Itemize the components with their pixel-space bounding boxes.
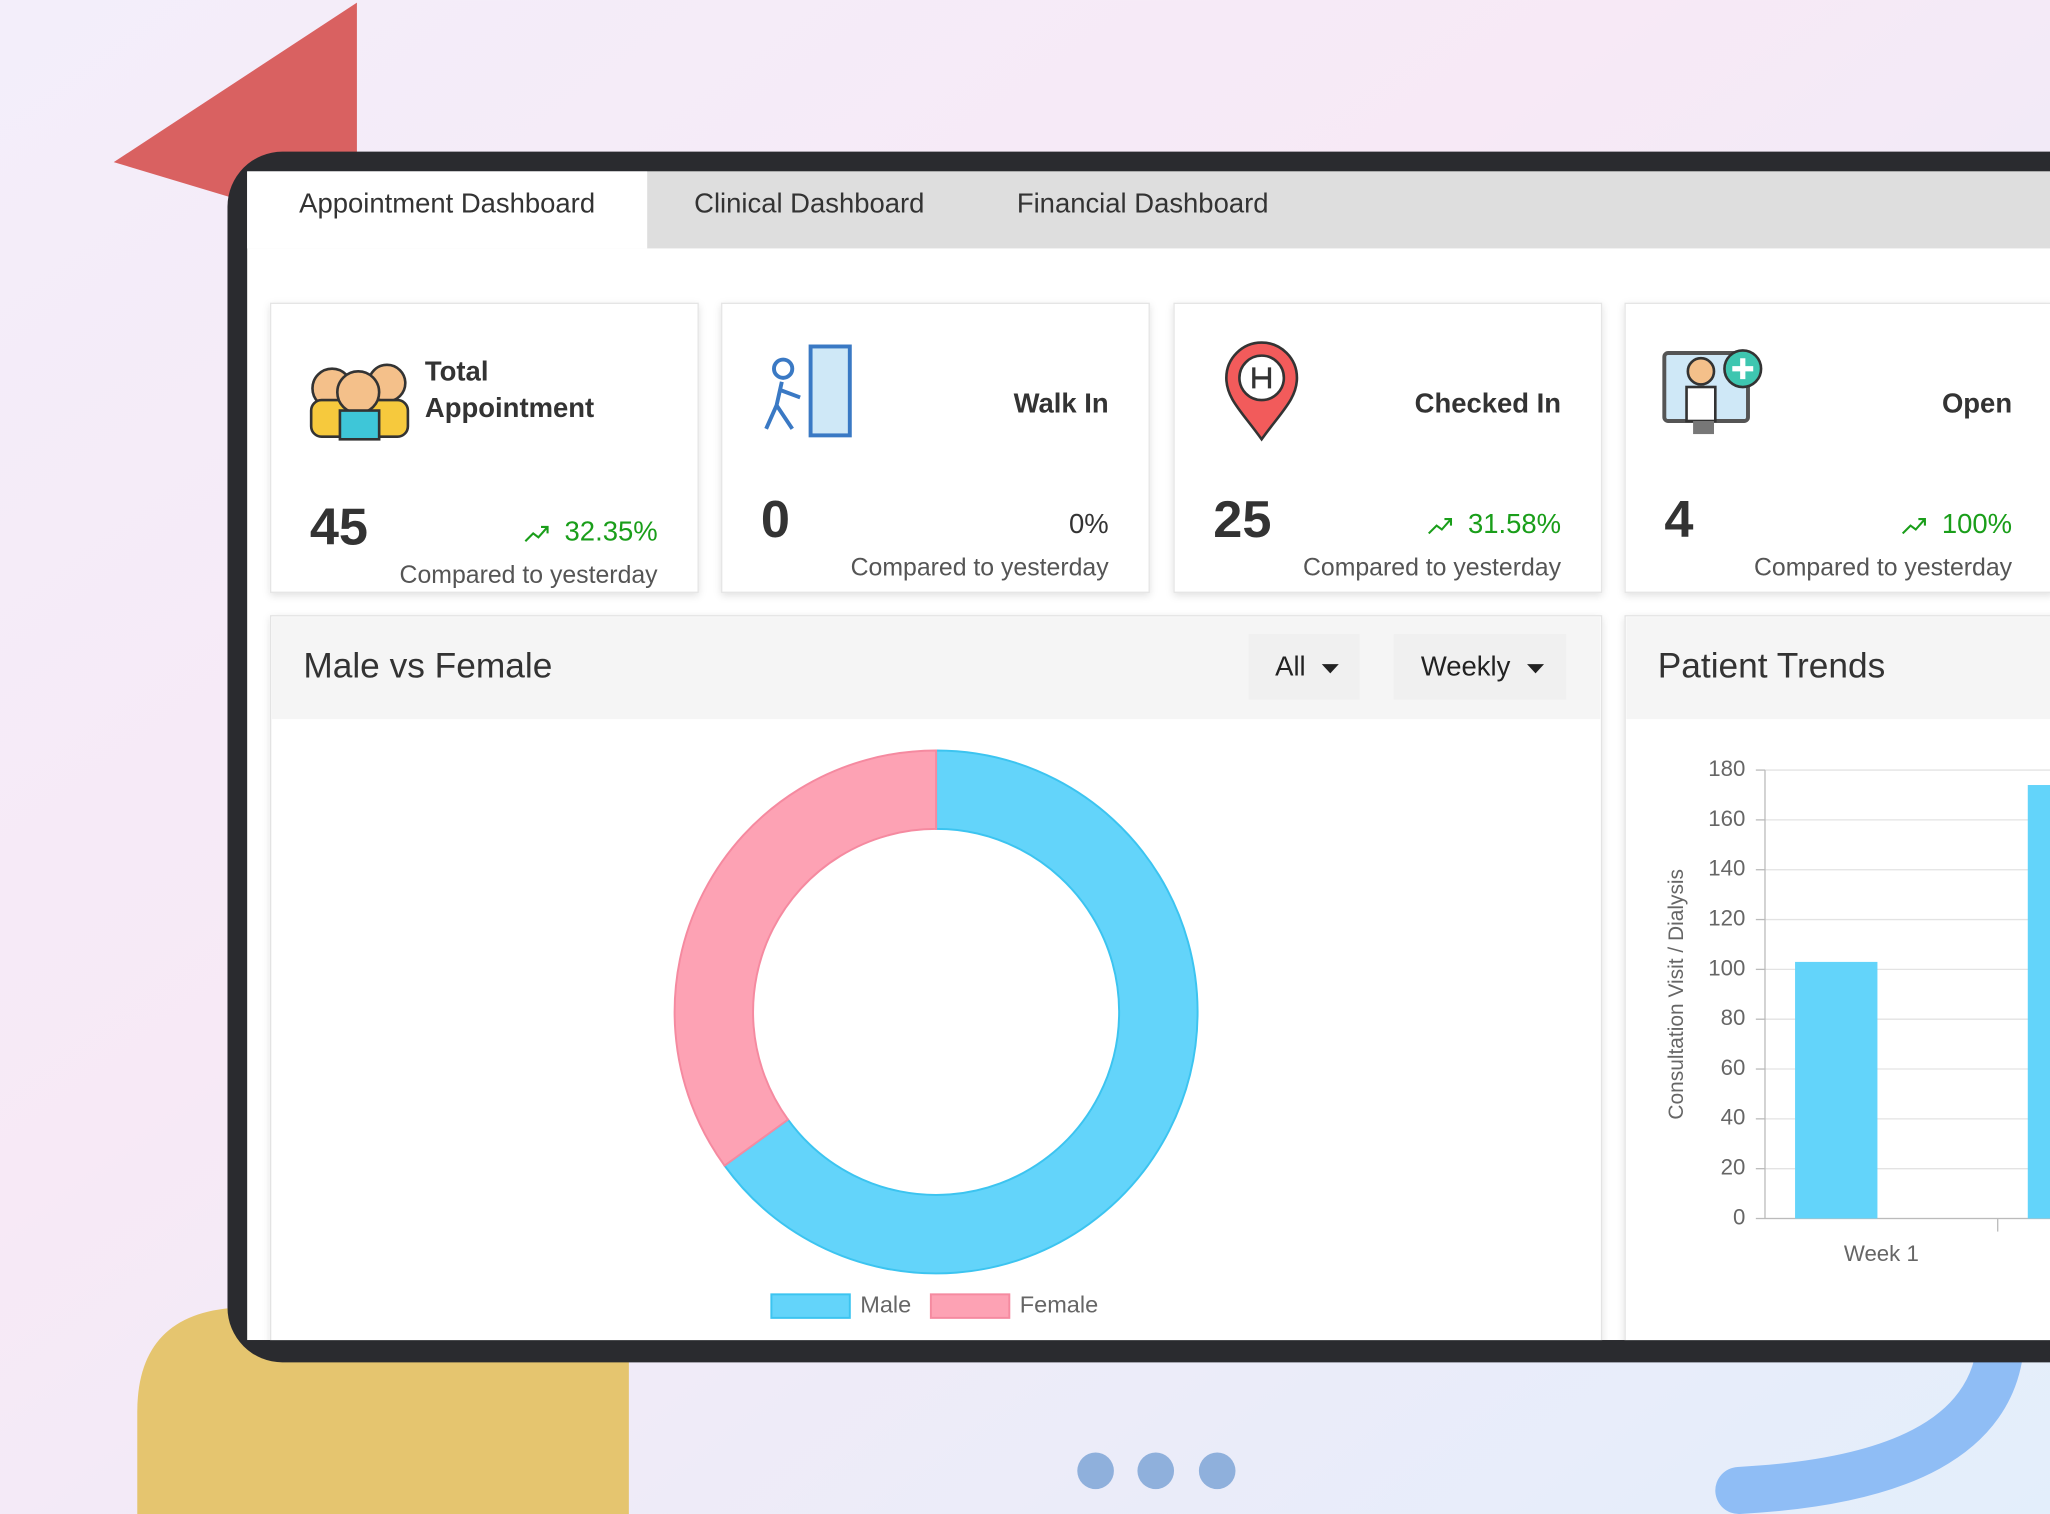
bar-chart: 0 20 40 60 80 100 120 140 160 180 Consultation Vis… bbox=[1665, 756, 2050, 1266]
panel bbox=[269, 615, 1603, 1341]
legend-label: Male bbox=[860, 1291, 911, 1317]
trend-arrow bbox=[1901, 518, 1926, 535]
active-tab[interactable] bbox=[247, 171, 648, 249]
card-change: 0% bbox=[1069, 508, 1109, 539]
panel-header bbox=[271, 617, 1601, 720]
y-tick-label: 120 bbox=[1708, 905, 1745, 930]
panel-header bbox=[1626, 617, 2050, 720]
donut-slice bbox=[673, 749, 938, 1168]
card-title: Open bbox=[1942, 388, 2012, 419]
deco-arc bbox=[1715, 1323, 2024, 1514]
card-change: 31.58% bbox=[1468, 508, 1561, 539]
legend-swatch bbox=[929, 1293, 1011, 1319]
card-bg bbox=[721, 302, 1150, 593]
card-bg bbox=[269, 302, 699, 593]
filter[interactable]: All bbox=[1275, 650, 1306, 681]
card-value: 45 bbox=[310, 499, 368, 557]
icon bbox=[1732, 358, 1754, 380]
trend-arrow bbox=[524, 525, 549, 543]
panel-title: Patient Trends bbox=[1658, 646, 1886, 685]
filter-button[interactable] bbox=[1248, 634, 1360, 700]
icon bbox=[808, 344, 852, 438]
y-tick-label: 40 bbox=[1721, 1105, 1746, 1130]
card-value: 25 bbox=[1213, 491, 1271, 549]
caret bbox=[1527, 664, 1545, 674]
card-note: Compared to yesterday bbox=[1754, 554, 2013, 581]
card-title: Total Appointment bbox=[424, 356, 595, 424]
icon bbox=[1685, 385, 1717, 423]
pager-dot[interactable] bbox=[1137, 1452, 1175, 1490]
trend-arrow bbox=[1428, 518, 1453, 535]
tab[interactable]: Financial Dashboard bbox=[1017, 188, 1269, 219]
y-tick-label: 0 bbox=[1733, 1204, 1745, 1229]
icon bbox=[772, 357, 795, 380]
card-title: Walk In bbox=[1014, 388, 1109, 419]
y-tick-label: 60 bbox=[1721, 1055, 1746, 1080]
pager-dot[interactable] bbox=[1077, 1452, 1114, 1490]
tab[interactable]: Appointment Dashboard bbox=[299, 188, 595, 219]
card-value: 0 bbox=[761, 491, 790, 549]
stat-card: Walk In 0 0% Compared to yesterday bbox=[721, 302, 1150, 593]
y-tick-label: 20 bbox=[1721, 1155, 1746, 1180]
card-value: 4 bbox=[1664, 491, 1693, 549]
icon bbox=[1686, 356, 1716, 386]
icon bbox=[1252, 367, 1272, 389]
card-title: Checked In bbox=[1415, 388, 1561, 419]
legend-label: Female bbox=[1020, 1291, 1098, 1317]
cards: Total Appointment 45 32.35% Compared to yes… bbox=[269, 302, 2050, 593]
panel-title: Male vs Female bbox=[303, 646, 552, 685]
donut-chart: Male Female bbox=[673, 749, 1199, 1319]
card-bg bbox=[1624, 302, 2050, 593]
y-tick-label: 100 bbox=[1708, 955, 1745, 980]
card-bg bbox=[1173, 302, 1603, 593]
y-tick-label: 80 bbox=[1721, 1005, 1746, 1030]
card-note: Compared to yesterday bbox=[1303, 554, 1562, 581]
stat-card: Total Appointment 45 32.35% Compared to yes… bbox=[269, 302, 699, 593]
y-tick-label: 160 bbox=[1708, 806, 1745, 831]
y-tick-label: 180 bbox=[1708, 756, 1745, 781]
y-tick-label: 140 bbox=[1708, 856, 1745, 881]
y-axis-label: Consultation Visit / Dialysis bbox=[1665, 869, 1688, 1120]
legend-swatch bbox=[770, 1293, 851, 1319]
stat-card: Open 4 100% Compared to yesterday bbox=[1624, 302, 2050, 593]
pager-dot[interactable] bbox=[1198, 1452, 1236, 1490]
stat-card: Checked In 25 31.58% Compared to yesterday bbox=[1173, 302, 1603, 593]
filter[interactable]: Weekly bbox=[1421, 650, 1511, 681]
donut-slice bbox=[723, 749, 1199, 1275]
x-tick-label: Week 1 bbox=[1844, 1241, 1919, 1266]
bar bbox=[1795, 961, 1878, 1219]
tab[interactable]: Clinical Dashboard bbox=[694, 188, 924, 219]
card-change: 100% bbox=[1942, 508, 2012, 539]
icon bbox=[764, 381, 801, 430]
card-note: Compared to yesterday bbox=[851, 554, 1110, 581]
icon bbox=[1693, 420, 1714, 435]
card-title-box: Total Appointment bbox=[424, 356, 595, 424]
icon bbox=[338, 409, 381, 441]
icon bbox=[336, 370, 381, 415]
caret bbox=[1321, 664, 1339, 674]
bar bbox=[2027, 785, 2050, 1219]
card-note: Compared to yesterday bbox=[400, 562, 659, 589]
card-change: 32.35% bbox=[565, 516, 658, 547]
